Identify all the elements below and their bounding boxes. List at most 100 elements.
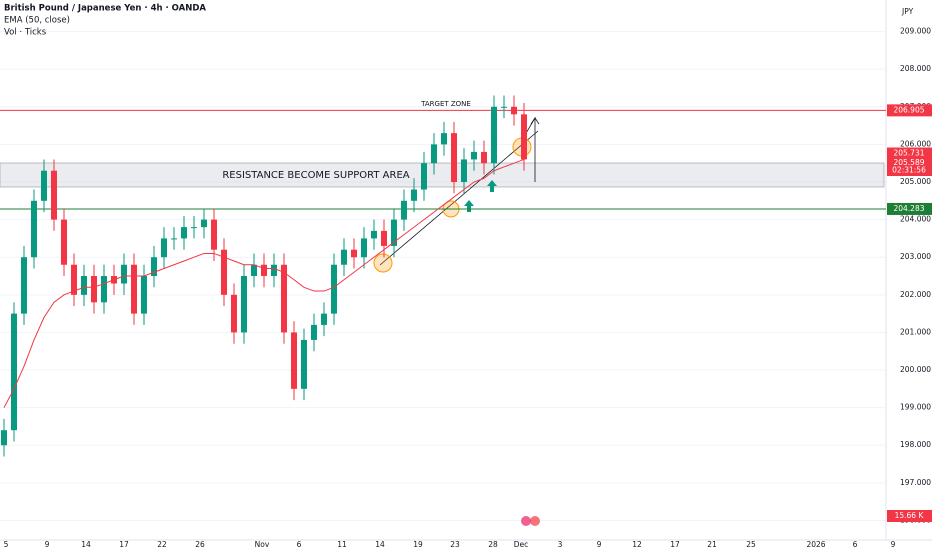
x-tick-label: 3 bbox=[558, 540, 563, 549]
candle-body bbox=[281, 264, 287, 333]
symbol-title: British Pound / Japanese Yen · 4h · OAND… bbox=[4, 4, 206, 14]
price-tag-bg bbox=[887, 202, 932, 215]
ema-line bbox=[3, 158, 525, 408]
candle-body bbox=[221, 249, 227, 295]
candle-body bbox=[351, 249, 357, 258]
candle-body bbox=[231, 294, 237, 333]
x-tick-label: 9 bbox=[891, 540, 896, 549]
price-tag-bg bbox=[887, 104, 932, 117]
price-tag: 204.283 bbox=[893, 204, 924, 213]
event-icon bbox=[530, 516, 540, 526]
x-tick-label: 25 bbox=[746, 540, 756, 549]
candle-body bbox=[171, 238, 177, 240]
candle-body bbox=[401, 200, 407, 220]
candle-body bbox=[371, 230, 377, 239]
candle-body bbox=[201, 219, 207, 228]
candle-body bbox=[41, 170, 47, 201]
x-tick-label: 26 bbox=[195, 540, 205, 549]
y-tick-label: 201.000 bbox=[900, 327, 931, 336]
candle-body bbox=[431, 144, 437, 164]
candle-body bbox=[11, 313, 17, 431]
x-tick-label: 2026 bbox=[806, 540, 825, 549]
event-icon bbox=[521, 516, 531, 526]
trend-line bbox=[379, 130, 539, 266]
candle-body bbox=[71, 264, 77, 295]
candle-body bbox=[121, 264, 127, 284]
candle-body bbox=[481, 151, 487, 164]
x-tick-label: Nov bbox=[255, 540, 270, 549]
price-tag: 206.905 bbox=[893, 105, 924, 114]
y-tick-label: 200.000 bbox=[900, 365, 931, 374]
y-tick-label: 208.000 bbox=[900, 64, 931, 73]
candle-body bbox=[131, 264, 137, 314]
candle-body bbox=[101, 276, 107, 303]
candle-body bbox=[251, 264, 257, 277]
candle-body bbox=[261, 264, 267, 277]
volume-tag-bg bbox=[887, 510, 932, 522]
target-label: TARGET ZONE bbox=[420, 100, 471, 108]
indicator-label: EMA (50, close) bbox=[4, 16, 70, 26]
x-tick-label: 9 bbox=[45, 540, 50, 549]
candle-body bbox=[381, 230, 387, 246]
candle-body bbox=[21, 257, 27, 314]
candle-body bbox=[321, 313, 327, 325]
x-tick-label: Dec bbox=[514, 540, 529, 549]
y-tick-label: 205.000 bbox=[900, 177, 931, 186]
candle-body bbox=[441, 133, 447, 145]
candle-body bbox=[291, 332, 297, 389]
x-tick-label: 5 bbox=[4, 540, 9, 549]
candle-body bbox=[241, 276, 247, 333]
candle-body bbox=[361, 238, 367, 258]
x-tick-label: 12 bbox=[632, 540, 642, 549]
candle-body bbox=[191, 227, 197, 229]
candle-body bbox=[141, 276, 147, 314]
price-tag: 205.731 bbox=[893, 149, 924, 158]
y-tick-label: 204.000 bbox=[900, 215, 931, 224]
x-tick-label: 6 bbox=[853, 540, 858, 549]
currency-label: JPY bbox=[901, 7, 914, 16]
y-tick-label: 197.000 bbox=[900, 478, 931, 487]
x-tick-label: 22 bbox=[157, 540, 167, 549]
candle-body bbox=[311, 324, 317, 340]
candle-body bbox=[181, 227, 187, 239]
candle-body bbox=[161, 238, 167, 258]
x-tick-label: 11 bbox=[337, 540, 347, 549]
highlight-circle bbox=[373, 253, 393, 273]
volume-tag: 15.66 K bbox=[895, 511, 925, 520]
x-tick-label: 14 bbox=[81, 540, 91, 549]
price-tag: 205.589 bbox=[893, 158, 924, 167]
arrow-head bbox=[530, 117, 540, 125]
x-tick-label: 9 bbox=[597, 540, 602, 549]
candle-body bbox=[81, 276, 87, 295]
candle-body bbox=[331, 264, 337, 314]
x-tick-label: 23 bbox=[450, 540, 460, 549]
y-tick-label: 199.000 bbox=[900, 403, 931, 412]
candle-body bbox=[491, 106, 497, 164]
x-tick-label: 21 bbox=[707, 540, 717, 549]
candle-body bbox=[421, 163, 427, 190]
x-tick-label: 17 bbox=[670, 540, 680, 549]
support-zone bbox=[0, 162, 885, 188]
candle-body bbox=[211, 219, 217, 250]
candle-body bbox=[511, 106, 517, 115]
candle-body bbox=[501, 106, 507, 108]
x-tick-label: 6 bbox=[297, 540, 302, 549]
candle-body bbox=[471, 151, 477, 160]
y-tick-label: 198.000 bbox=[900, 440, 931, 449]
up-arrow bbox=[487, 180, 497, 192]
candle-body bbox=[271, 264, 277, 277]
candle-body bbox=[91, 276, 97, 303]
countdown-bg bbox=[887, 165, 932, 176]
y-tick-label: 202.000 bbox=[900, 290, 931, 299]
candle-body bbox=[1, 430, 7, 446]
x-tick-label: 14 bbox=[375, 540, 385, 549]
y-tick-label: 206.000 bbox=[900, 139, 931, 148]
candle-body bbox=[51, 170, 57, 220]
x-tick-label: 17 bbox=[119, 540, 129, 549]
candle-body bbox=[31, 200, 37, 258]
plot-area bbox=[0, 31, 886, 521]
up-arrow bbox=[464, 200, 474, 212]
x-tick-label: 28 bbox=[488, 540, 498, 549]
candle-body bbox=[341, 249, 347, 265]
